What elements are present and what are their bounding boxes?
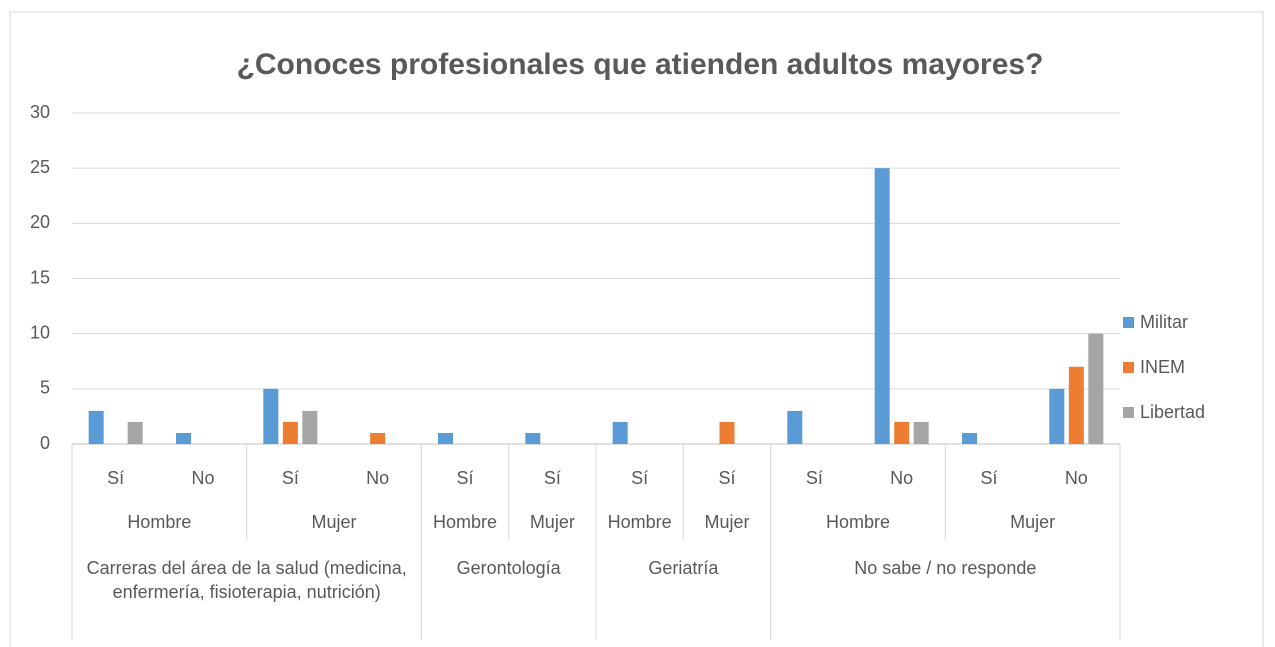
bar <box>302 410 318 444</box>
bar <box>127 421 143 444</box>
legend-label: Militar <box>1140 312 1188 332</box>
x-tick-label: Sí <box>543 468 561 488</box>
bar <box>370 432 386 444</box>
gender-label: Mujer <box>529 512 575 532</box>
gender-label: Mujer <box>704 512 750 532</box>
bar <box>719 421 735 444</box>
bar <box>1068 366 1084 444</box>
x-tick-label: Sí <box>980 468 998 488</box>
group-label: Carreras del área de la salud (medicina,… <box>86 558 407 602</box>
x-tick-label: Sí <box>631 468 649 488</box>
x-tick-label: Sí <box>805 468 823 488</box>
gender-label: Hombre <box>607 512 672 532</box>
group-label: Gerontología <box>456 558 561 578</box>
legend-swatch <box>1123 362 1134 373</box>
legend-swatch <box>1123 407 1134 418</box>
bar <box>612 421 628 444</box>
x-tick-label: Sí <box>107 468 125 488</box>
x-tick-label: Sí <box>718 468 736 488</box>
bar <box>913 421 929 444</box>
y-tick-label: 30 <box>30 102 50 122</box>
gender-label: Hombre <box>127 512 192 532</box>
bar <box>874 168 890 444</box>
group-label: Geriatría <box>648 558 719 578</box>
legend-label: Libertad <box>1140 402 1205 422</box>
bar <box>88 410 104 444</box>
gender-label: Mujer <box>1010 512 1056 532</box>
y-tick-label: 10 <box>30 322 50 342</box>
gender-label: Hombre <box>432 512 497 532</box>
legend-label: INEM <box>1140 357 1185 377</box>
x-tick-label: No <box>366 468 390 488</box>
chart-border <box>9 11 1264 647</box>
gender-label: Hombre <box>825 512 890 532</box>
bar <box>438 432 453 444</box>
gender-label: Mujer <box>311 512 357 532</box>
x-tick-label: No <box>1064 468 1088 488</box>
y-tick-label: 25 <box>30 157 50 177</box>
bar <box>282 421 298 444</box>
y-tick-label: 0 <box>40 433 50 453</box>
x-tick-label: No <box>191 468 215 488</box>
y-tick-label: 15 <box>30 267 50 287</box>
chart-title: ¿Conoces profesionales que atienden adul… <box>237 48 1044 81</box>
y-tick-label: 5 <box>40 378 50 398</box>
group-label: No sabe / no responde <box>854 558 1037 578</box>
bar <box>962 432 977 444</box>
x-tick-label: No <box>890 468 914 488</box>
legend-swatch <box>1123 317 1134 328</box>
bar <box>1049 388 1065 444</box>
bar <box>894 421 910 444</box>
bar <box>525 432 541 444</box>
y-tick-label: 20 <box>30 212 50 232</box>
bar <box>787 410 803 444</box>
bar <box>176 432 191 444</box>
bar <box>1088 333 1104 444</box>
x-tick-label: Sí <box>456 468 474 488</box>
bar <box>263 388 279 444</box>
x-tick-label: Sí <box>281 468 299 488</box>
